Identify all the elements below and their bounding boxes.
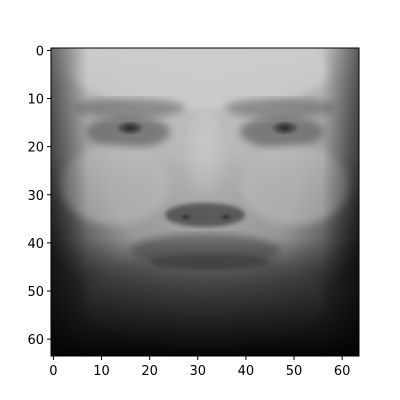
y-tick-label: 0 — [36, 44, 44, 59]
y-tick-label: 50 — [27, 285, 44, 300]
face-image — [51, 48, 359, 356]
x-tick-label: 50 — [286, 364, 303, 379]
y-tick-label: 20 — [27, 141, 44, 156]
y-tick-label: 30 — [27, 189, 44, 204]
y-tick-label: 10 — [27, 93, 44, 108]
axes-frame — [50, 47, 360, 357]
x-tick-label: 20 — [141, 364, 158, 379]
x-axis: 0 10 20 30 40 50 60 — [49, 356, 350, 379]
x-tick-label: 60 — [334, 364, 351, 379]
y-tick-label: 60 — [27, 333, 44, 348]
y-axis: 0 10 20 30 40 50 60 — [27, 44, 51, 348]
x-tick-label: 0 — [49, 364, 57, 379]
x-tick-label: 30 — [190, 364, 207, 379]
x-tick-label: 40 — [238, 364, 255, 379]
y-tick-label: 40 — [27, 237, 44, 252]
x-tick-label: 10 — [93, 364, 110, 379]
